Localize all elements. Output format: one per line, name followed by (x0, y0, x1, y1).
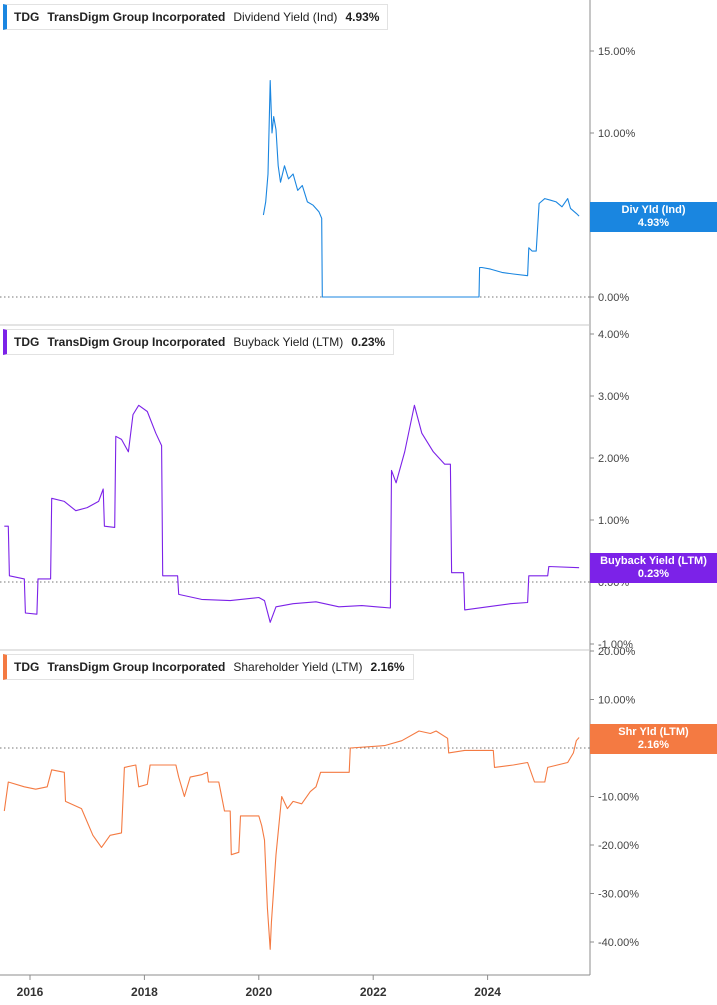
panel-3: -40.00%-30.00%-20.00%-10.00%0.00%10.00%2… (0, 646, 639, 950)
legend-metric: Dividend Yield (Ind) (233, 10, 338, 24)
y-tick-label: 10.00% (598, 128, 636, 140)
badge-value: 2.16% (637, 739, 670, 751)
x-tick-label: 2024 (474, 985, 501, 999)
legend-company: TransDigm Group Incorporated (47, 335, 226, 349)
panel-1: 0.00%5.00%10.00%15.00% (0, 46, 636, 304)
y-tick-label: 3.00% (598, 391, 629, 403)
y-tick-label: 2.00% (598, 453, 629, 465)
badge-value: 0.23% (637, 568, 670, 580)
legend-ticker: TDG (14, 335, 40, 349)
y-tick-label: -30.00% (598, 889, 639, 901)
current-value-badge-buyback: Buyback Yield (LTM) 0.23% (590, 553, 717, 583)
legend-value: 2.16% (370, 660, 405, 674)
current-value-badge-dividend: Div Yld (Ind) 4.93% (590, 202, 717, 232)
legend-metric: Buyback Yield (LTM) (233, 335, 344, 349)
y-tick-label: -40.00% (598, 937, 639, 949)
badge-label: Buyback Yield (LTM) (600, 555, 707, 567)
y-tick-label: 4.00% (598, 329, 629, 341)
y-tick-label: 0.00% (598, 292, 629, 304)
panels-layer: 0.00%5.00%10.00%15.00%-1.00%0.00%1.00%2.… (0, 0, 639, 975)
badge-value: 4.93% (637, 217, 670, 229)
y-tick-label: 20.00% (598, 646, 636, 658)
y-tick-label: -1.00% (598, 639, 633, 651)
legend-company: TransDigm Group Incorporated (47, 660, 226, 674)
legend-shareholder-yield: TDG TransDigm Group Incorporated Shareho… (3, 654, 414, 680)
current-value-badge-shareholder: Shr Yld (LTM) 2.16% (590, 724, 717, 754)
legend-dividend-yield: TDG TransDigm Group Incorporated Dividen… (3, 4, 389, 30)
legend-value: 4.93% (345, 10, 380, 24)
series-line (4, 404, 580, 623)
legend-company: TransDigm Group Incorporated (47, 10, 226, 24)
series-line (262, 79, 580, 298)
badge-label: Div Yld (Ind) (621, 204, 686, 216)
x-axis: 2016 2018 2020 2022 2024 (0, 974, 590, 999)
badge-label: Shr Yld (LTM) (618, 726, 689, 738)
y-tick-label: 15.00% (598, 46, 636, 58)
y-tick-label: -10.00% (598, 792, 639, 804)
legend-ticker: TDG (14, 660, 40, 674)
x-tick-label: 2020 (245, 985, 272, 999)
x-tick-label: 2022 (360, 985, 387, 999)
y-tick-label: -20.00% (598, 840, 639, 852)
legend-metric: Shareholder Yield (LTM) (233, 660, 363, 674)
legend-value: 0.23% (351, 335, 386, 349)
y-tick-label: 1.00% (598, 515, 629, 527)
x-tick-label: 2018 (131, 985, 158, 999)
series-line (3, 730, 580, 950)
panel-2: -1.00%0.00%1.00%2.00%3.00%4.00% (0, 324, 633, 651)
x-tick-label: 2016 (17, 985, 44, 999)
legend-buyback-yield: TDG TransDigm Group Incorporated Buyback… (3, 329, 395, 355)
legend-ticker: TDG (14, 10, 40, 24)
y-tick-label: 10.00% (598, 695, 636, 707)
